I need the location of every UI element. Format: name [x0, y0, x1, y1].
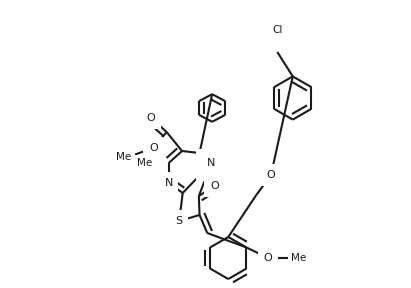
Text: Me: Me: [291, 253, 307, 263]
Text: Cl: Cl: [272, 25, 282, 35]
Text: O: O: [149, 143, 158, 153]
Text: N: N: [207, 158, 216, 168]
Text: O: O: [267, 170, 275, 180]
Text: N: N: [207, 160, 216, 170]
Text: Me: Me: [137, 158, 152, 168]
Text: O: O: [147, 113, 156, 123]
Text: Me: Me: [116, 152, 132, 162]
Text: N: N: [164, 178, 173, 188]
Text: S: S: [175, 216, 183, 226]
Text: O: O: [210, 181, 219, 191]
Text: O: O: [264, 253, 272, 263]
